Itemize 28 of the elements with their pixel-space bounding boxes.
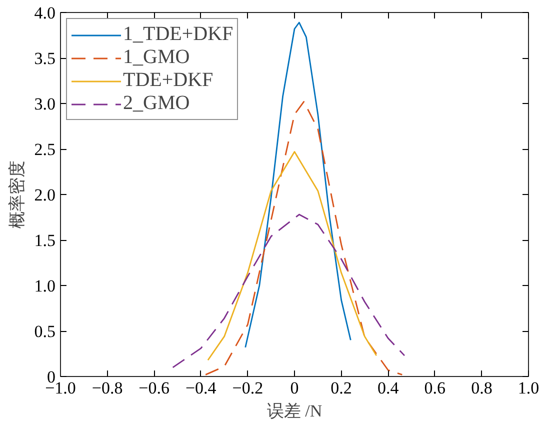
x-tick-label: 0	[290, 378, 299, 398]
x-tick-label: 1.0	[518, 378, 540, 398]
legend-label: 2_GMO	[123, 92, 190, 115]
x-tick-label: 0.6	[424, 378, 446, 398]
line-series	[207, 151, 378, 361]
x-tick-label: 0.8	[471, 378, 492, 398]
x-tick-label: −0.6	[138, 378, 170, 398]
x-tick-label: −0.2	[232, 378, 264, 398]
y-tick-label: 3.5	[34, 49, 56, 68]
y-tick-label: 4.0	[34, 4, 56, 22]
y-axis-title: 概率密度	[7, 160, 26, 228]
legend-label: 1_TDE+DKF	[123, 23, 234, 46]
line-series	[172, 214, 406, 368]
x-axis-title: 误差 /N	[266, 402, 322, 420]
y-tick-label: 2.0	[34, 186, 56, 204]
x-tick-label: −0.4	[185, 378, 217, 398]
x-tick-label: 0.2	[330, 378, 352, 398]
legend-label: 1_GMO	[123, 46, 190, 69]
y-tick-label: 3.0	[34, 94, 56, 114]
x-tick-label: 0.4	[377, 378, 400, 398]
y-tick-label: 0.5	[34, 322, 56, 341]
y-tick-label: 1.0	[34, 276, 56, 296]
y-tick-label: 1.5	[34, 231, 56, 250]
line-series	[244, 22, 352, 348]
legend-label: TDE+DKF	[123, 69, 214, 92]
x-tick-label: −0.8	[92, 378, 123, 398]
line-series	[204, 100, 403, 376]
y-tick-label: 2.5	[34, 140, 56, 159]
